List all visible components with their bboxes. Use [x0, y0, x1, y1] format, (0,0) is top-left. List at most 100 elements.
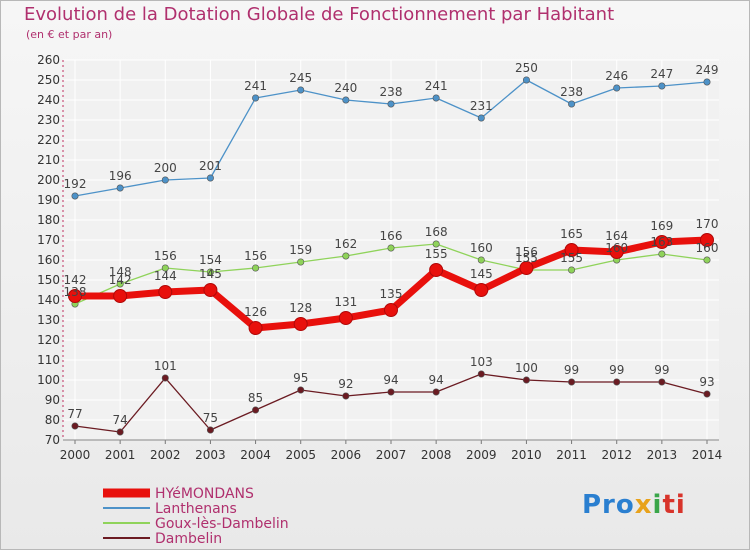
data-label: 165	[560, 227, 583, 241]
data-point	[568, 378, 576, 386]
y-tick-label: 120	[37, 333, 60, 347]
data-label: 135	[380, 287, 403, 301]
data-point	[522, 376, 530, 384]
data-point	[613, 84, 621, 92]
data-point	[116, 280, 124, 288]
data-label: 160	[470, 241, 493, 255]
data-label: 238	[560, 85, 583, 99]
data-point	[568, 266, 576, 274]
data-label: 169	[650, 219, 673, 233]
data-point	[387, 100, 395, 108]
data-point	[297, 86, 305, 94]
data-label: 246	[605, 69, 628, 83]
legend-label: Lanthenans	[155, 501, 237, 517]
data-point	[252, 406, 260, 414]
y-tick-label: 130	[37, 313, 60, 327]
data-point	[116, 184, 124, 192]
data-point	[477, 114, 485, 122]
x-tick-label: 2001	[105, 448, 136, 462]
data-label: 138	[64, 285, 87, 299]
data-label: 155	[425, 247, 448, 261]
data-label: 128	[289, 301, 312, 315]
data-label: 241	[244, 79, 267, 93]
data-point	[297, 258, 305, 266]
legend-label: Goux-lès-Dambelin	[155, 516, 289, 532]
data-label: 201	[199, 159, 222, 173]
y-tick-label: 180	[37, 213, 60, 227]
data-point	[432, 94, 440, 102]
y-tick-label: 200	[37, 173, 60, 187]
data-point	[206, 174, 214, 182]
y-tick-label: 110	[37, 353, 60, 367]
data-label: 77	[67, 407, 82, 421]
data-point	[252, 264, 260, 272]
data-point	[113, 289, 128, 303]
y-tick-label: 160	[37, 253, 60, 267]
data-label: 103	[470, 355, 493, 369]
data-label: 160	[605, 241, 628, 255]
data-label: 231	[470, 99, 493, 113]
data-labels: 192 196 200 201 241 245 240 238 241 231 250 238 246 2…	[64, 61, 719, 427]
data-label: 155	[515, 251, 538, 265]
data-point	[564, 243, 579, 257]
y-tick-label: 170	[37, 233, 60, 247]
data-label: 155	[560, 251, 583, 265]
data-label: 159	[289, 243, 312, 257]
data-point	[297, 386, 305, 394]
data-label: 94	[383, 373, 398, 387]
data-label: 99	[654, 363, 669, 377]
data-point	[658, 250, 666, 258]
data-label: 85	[248, 391, 263, 405]
data-point	[519, 261, 534, 275]
proxiti-logo: Proxiti	[582, 490, 686, 520]
data-label: 200	[154, 161, 177, 175]
data-label: 192	[64, 177, 87, 191]
data-label: 101	[154, 359, 177, 373]
data-point	[71, 422, 79, 430]
data-label: 142	[64, 273, 87, 287]
data-label: 154	[199, 253, 222, 267]
data-label: 247	[650, 67, 673, 81]
data-label: 144	[154, 269, 177, 283]
data-label: 156	[515, 245, 538, 259]
y-tick-label: 190	[37, 193, 60, 207]
x-tick-label: 2006	[331, 448, 362, 462]
data-label: 166	[380, 229, 403, 243]
data-point	[613, 378, 621, 386]
x-tick-label: 2000	[60, 448, 91, 462]
data-point	[203, 283, 218, 297]
data-label: 156	[154, 249, 177, 263]
data-label: 94	[429, 373, 444, 387]
data-point	[71, 192, 79, 200]
data-point	[700, 233, 714, 247]
data-point	[68, 289, 82, 303]
data-label: 145	[470, 267, 493, 281]
data-label: 250	[515, 61, 538, 75]
data-point	[206, 426, 214, 434]
x-axis: 2000 2001 2002 2003 2004 2005 2006 2007 2008 2009…	[60, 439, 722, 462]
y-tick-label: 90	[45, 393, 60, 407]
data-point	[477, 256, 485, 264]
data-point	[429, 263, 444, 277]
data-point	[703, 390, 711, 398]
data-point	[703, 256, 711, 264]
y-tick-label: 220	[37, 133, 60, 147]
y-tick-label: 70	[45, 433, 60, 447]
data-point	[432, 388, 440, 396]
x-tick-label: 2011	[556, 448, 587, 462]
data-point	[161, 374, 169, 382]
data-label: 145	[199, 267, 222, 281]
data-label: 92	[338, 377, 353, 391]
data-point	[387, 244, 395, 252]
x-tick-label: 2007	[376, 448, 407, 462]
data-point	[161, 264, 169, 272]
data-label: 74	[113, 413, 128, 427]
data-point	[342, 96, 350, 104]
x-tick-label: 2003	[195, 448, 226, 462]
data-point	[206, 268, 214, 276]
data-label: 170	[696, 217, 719, 231]
data-point	[293, 317, 308, 331]
data-label: 126	[244, 305, 267, 319]
data-point	[477, 370, 485, 378]
